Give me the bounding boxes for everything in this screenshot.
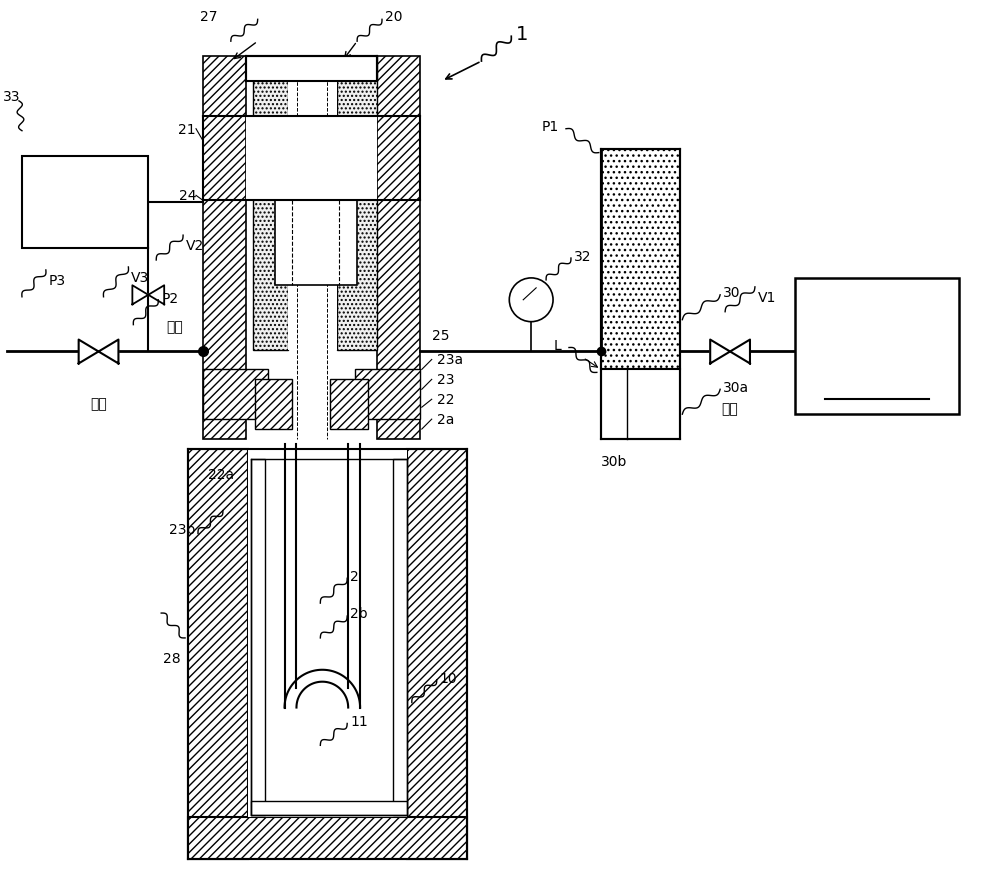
Text: P1: P1 xyxy=(542,120,559,134)
Bar xyxy=(337,57,377,350)
Text: 1: 1 xyxy=(516,25,529,43)
Bar xyxy=(601,370,680,439)
Polygon shape xyxy=(79,340,99,364)
Text: L: L xyxy=(553,338,561,352)
Bar xyxy=(407,449,467,859)
Bar xyxy=(377,57,420,439)
Polygon shape xyxy=(132,286,148,305)
Bar xyxy=(255,380,292,430)
Bar xyxy=(251,460,265,815)
Text: 关闭: 关闭 xyxy=(90,397,107,411)
Text: 关闭: 关闭 xyxy=(166,320,183,334)
Text: 23b: 23b xyxy=(169,522,195,536)
Text: V2: V2 xyxy=(186,239,204,253)
Text: 2a: 2a xyxy=(437,413,454,427)
Text: 10: 10 xyxy=(440,671,457,685)
Text: V3: V3 xyxy=(131,270,150,284)
Text: 11: 11 xyxy=(350,715,368,728)
Text: 30b: 30b xyxy=(601,455,627,469)
Bar xyxy=(393,460,407,815)
Text: 20: 20 xyxy=(385,11,402,24)
Text: 28: 28 xyxy=(163,651,181,665)
Text: 27: 27 xyxy=(200,11,218,24)
Bar xyxy=(22,157,148,249)
Text: 22a: 22a xyxy=(208,467,234,481)
Bar xyxy=(203,117,246,201)
Bar xyxy=(251,801,407,815)
Text: 23: 23 xyxy=(437,373,454,387)
Bar xyxy=(188,817,467,859)
Bar xyxy=(246,57,377,82)
Text: 关闭: 关闭 xyxy=(722,401,738,416)
Bar xyxy=(601,150,680,370)
Text: 22: 22 xyxy=(437,392,454,407)
Text: 21: 21 xyxy=(178,122,196,136)
Polygon shape xyxy=(730,340,750,364)
Bar xyxy=(246,117,377,201)
Text: 32: 32 xyxy=(574,250,591,264)
Bar xyxy=(203,57,246,439)
Text: 30: 30 xyxy=(723,285,741,299)
Text: 2b: 2b xyxy=(350,606,368,620)
Bar xyxy=(188,449,248,859)
Polygon shape xyxy=(148,286,164,305)
Text: 30a: 30a xyxy=(723,381,749,395)
Text: 25: 25 xyxy=(432,328,449,342)
Text: 24: 24 xyxy=(179,189,196,203)
Text: V1: V1 xyxy=(758,291,776,305)
Polygon shape xyxy=(710,340,730,364)
Text: 31: 31 xyxy=(864,338,889,356)
Bar xyxy=(795,278,959,415)
Bar xyxy=(248,449,407,817)
Text: P3: P3 xyxy=(49,274,66,288)
Bar xyxy=(355,370,420,420)
Text: 33: 33 xyxy=(2,89,20,104)
Text: 2: 2 xyxy=(350,570,359,584)
Text: 23a: 23a xyxy=(437,353,463,367)
Bar xyxy=(288,57,337,350)
Bar xyxy=(377,117,420,201)
Polygon shape xyxy=(99,340,118,364)
Bar xyxy=(203,370,268,420)
Bar xyxy=(330,380,368,430)
Bar xyxy=(275,201,357,285)
Bar xyxy=(253,57,288,350)
Text: P2: P2 xyxy=(161,291,178,306)
